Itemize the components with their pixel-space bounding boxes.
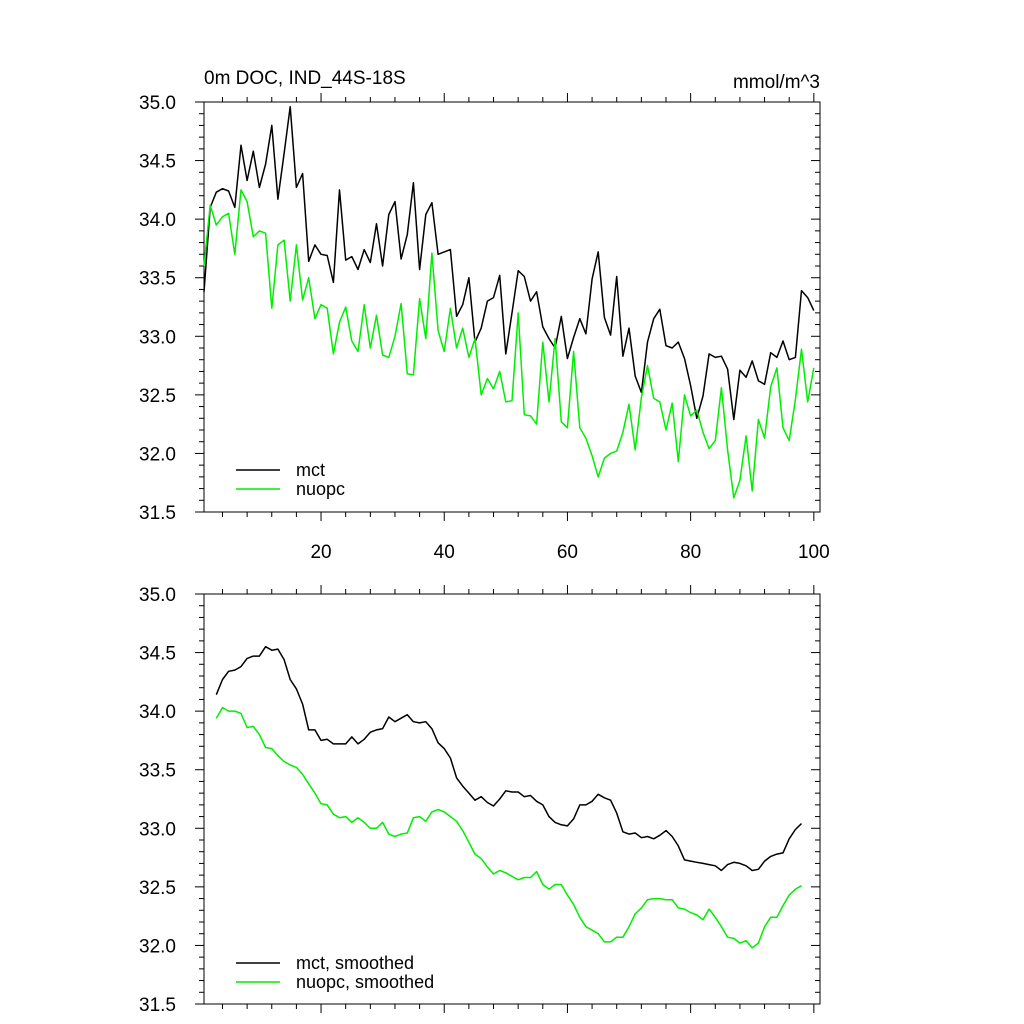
top-y-tick-label: 32.5 <box>139 386 176 407</box>
top-series-nuopc-line <box>203 189 815 499</box>
bottom-plot-frame <box>203 593 821 1005</box>
bottom-y-tick-label: 33.0 <box>139 819 176 840</box>
bottom-y-tick-label: 34.5 <box>139 644 176 665</box>
top-y-tick-label: 31.5 <box>139 503 176 524</box>
top-plot-frame <box>203 101 821 513</box>
bottom-y-tick-label: 32.5 <box>139 878 176 899</box>
top-panel: 0m DOC, IND_44S-18S mmol/m^3 31.5 32.0 32.… <box>139 68 830 563</box>
bottom-series-mct-smoothed-line <box>215 645 803 872</box>
top-x-tick-label: 60 <box>557 542 578 563</box>
top-x-tick-label: 20 <box>310 542 331 563</box>
bottom-y-tick-label: 35.0 <box>139 585 176 606</box>
top-series-mct-line <box>203 105 815 421</box>
units-label: mmol/m^3 <box>733 72 820 93</box>
bottom-legend-label-mct: mct, smoothed <box>296 953 414 973</box>
top-y-tick-label: 33.0 <box>139 327 176 348</box>
bottom-series-nuopc-smoothed-line <box>215 706 802 949</box>
top-legend-label-nuopc: nuopc <box>296 479 345 499</box>
top-y-tick-label: 35.0 <box>139 93 176 114</box>
bottom-legend-label-nuopc: nuopc, smoothed <box>296 972 434 992</box>
top-x-tick-label: 80 <box>680 542 701 563</box>
top-x-tick-label: 100 <box>798 542 830 563</box>
bottom-y-tick-label: 33.5 <box>139 761 176 782</box>
bottom-y-tick-label: 32.0 <box>139 936 176 957</box>
bottom-panel: 31.5 32.0 32.5 33.0 33.5 34.0 34.5 35.0 mct, smo… <box>139 585 821 1016</box>
top-x-tick-label: 40 <box>434 542 455 563</box>
top-y-tick-label: 34.5 <box>139 152 176 173</box>
bottom-y-tick-label: 31.5 <box>139 995 176 1016</box>
top-legend-label-mct: mct <box>296 460 325 480</box>
top-y-tick-label: 34.0 <box>139 210 176 231</box>
top-y-tick-label: 33.5 <box>139 269 176 290</box>
chart-title: 0m DOC, IND_44S-18S <box>204 68 406 89</box>
bottom-y-tick-label: 34.0 <box>139 702 176 723</box>
top-y-tick-label: 32.0 <box>139 444 176 465</box>
